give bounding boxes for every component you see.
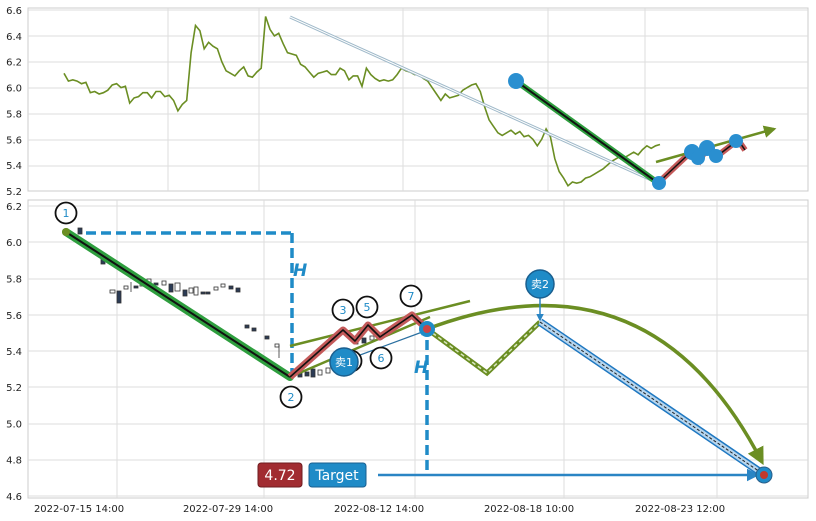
y-tick-label: 6.2 (6, 58, 22, 69)
y-tick-label: 5.6 (6, 135, 22, 146)
target-value-badge: 4.72 (257, 462, 303, 488)
x-tick-label: 2022-07-29 14:00 (183, 504, 273, 515)
svg-text:卖1: 卖1 (335, 356, 353, 369)
overview-y-axis: 6.6 6.4 6.2 6.0 5.8 5.6 5.4 5.2 (6, 6, 22, 198)
y-tick-label: 6.6 (6, 6, 22, 17)
svg-text:2: 2 (288, 391, 295, 404)
height-projection-label: H (414, 358, 428, 378)
y-tick-label: 6.2 (6, 202, 22, 213)
pattern-x-axis: 2022-07-15 14:00 2022-07-29 14:00 2022-08-… (34, 504, 725, 515)
y-tick-label: 5.4 (6, 161, 22, 172)
pattern-upper-trendline (289, 299, 471, 348)
overview-trendline (655, 125, 777, 164)
svg-text:5: 5 (364, 301, 371, 314)
candlesticks (77, 227, 382, 378)
svg-text:Target: Target (314, 468, 359, 484)
y-tick-label: 4.6 (6, 492, 22, 503)
svg-text:卖2: 卖2 (531, 278, 549, 291)
pivot-1-label: 1 (54, 201, 78, 225)
sell-2-marker: 卖2 (525, 269, 555, 299)
y-tick-label: 5.2 (6, 187, 22, 198)
x-tick-label: 2022-08-18 10:00 (484, 504, 574, 515)
y-tick-label: 5.0 (6, 420, 22, 431)
pattern-y-axis: 6.2 6.0 5.8 5.6 5.4 5.2 5.0 4.8 4.6 (6, 202, 22, 503)
pivot-3-label: 3 (331, 298, 355, 322)
y-tick-label: 5.4 (6, 347, 22, 358)
pivot-7-label: 7 (399, 284, 423, 308)
overview-pivot-markers (508, 73, 743, 190)
overview-price-line (63, 16, 661, 188)
y-tick-label: 5.8 (6, 109, 22, 120)
pivot-5-label: 5 (355, 295, 379, 319)
pattern-lower-trendline (289, 315, 431, 379)
pivot-1-point (62, 228, 70, 236)
y-tick-label: 6.4 (6, 32, 22, 43)
sell-1-marker: 卖1 (329, 347, 359, 377)
y-tick-label: 6.0 (6, 84, 22, 95)
svg-text:7: 7 (408, 290, 415, 303)
y-tick-label: 5.6 (6, 311, 22, 322)
svg-text:3: 3 (340, 304, 347, 317)
x-tick-label: 2022-07-15 14:00 (34, 504, 124, 515)
svg-text:6: 6 (378, 352, 385, 365)
svg-text:1: 1 (63, 207, 70, 220)
height-label: H (293, 261, 307, 281)
pivot-6-label: 6 (369, 346, 393, 370)
svg-text:4.72: 4.72 (264, 468, 295, 484)
y-tick-label: 4.8 (6, 456, 22, 467)
pattern-panel: 6.2 6.0 5.8 5.6 5.4 5.2 5.0 4.8 4.6 2022-07-15 1… (6, 199, 809, 515)
y-tick-label: 5.2 (6, 383, 22, 394)
y-tick-label: 5.8 (6, 275, 22, 286)
sell1-arrow (351, 329, 427, 359)
forecast-arc (426, 303, 764, 466)
y-tick-label: 6.0 (6, 238, 22, 249)
target-label-badge: Target (308, 462, 367, 488)
pivot-2-label: 2 (279, 385, 303, 409)
x-tick-label: 2022-08-23 12:00 (635, 504, 725, 515)
overview-panel: 6.6 6.4 6.2 6.0 5.8 5.6 5.4 5.2 (6, 6, 809, 198)
x-tick-label: 2022-08-12 14:00 (334, 504, 424, 515)
